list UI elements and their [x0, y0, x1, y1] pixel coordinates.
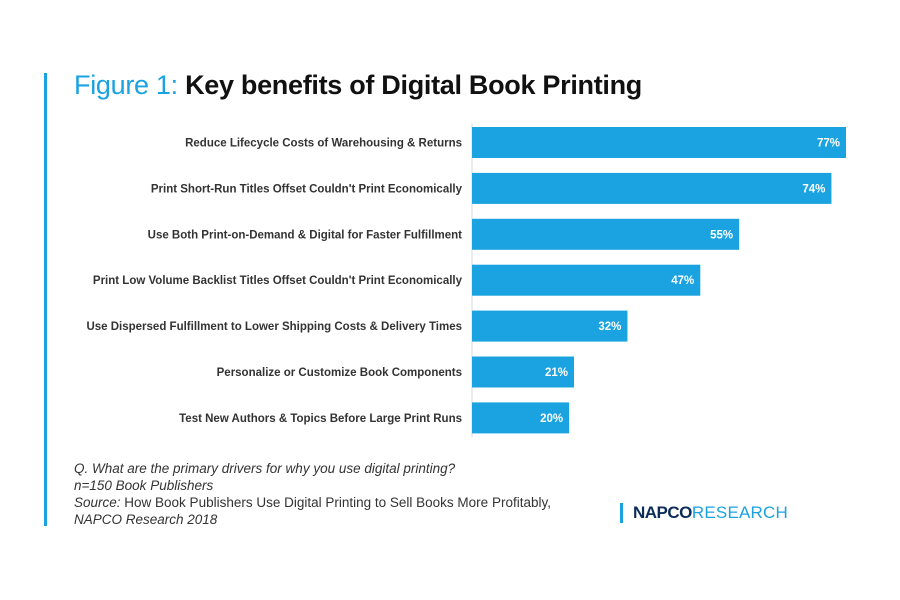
napco-research-logo: NAPCO RESEARCH	[620, 502, 788, 524]
data-label: 74%	[802, 183, 825, 195]
data-label: 77%	[817, 138, 840, 150]
source-line: Source: How Book Publishers Use Digital …	[74, 494, 551, 511]
logo-bar	[620, 503, 623, 523]
sample-size: n=150 Book Publishers	[74, 478, 214, 493]
bar	[472, 356, 574, 388]
title-text: Key benefits of Digital Book Printing	[185, 70, 642, 100]
category-label: Use Both Print-on-Demand & Digital for F…	[148, 229, 463, 241]
category-label: Use Dispersed Fulfillment to Lower Shipp…	[86, 321, 462, 333]
data-label: 47%	[671, 275, 694, 287]
data-label: 21%	[545, 367, 568, 379]
category-label: Test New Authors & Topics Before Large P…	[179, 413, 462, 425]
bar	[472, 402, 570, 434]
chart-title: Figure 1: Key benefits of Digital Book P…	[74, 70, 642, 101]
figure-number: Figure 1:	[74, 70, 178, 100]
bar	[472, 127, 846, 158]
bar	[472, 310, 628, 342]
survey-question: Q. What are the primary drivers for why …	[74, 461, 456, 476]
data-label: 20%	[540, 413, 563, 425]
bar	[472, 264, 701, 296]
source-org: NAPCO Research 2018	[74, 512, 218, 527]
logo-napco: NAPCO	[633, 503, 692, 522]
logo-research: RESEARCH	[691, 503, 788, 522]
category-label: Reduce Lifecycle Costs of Warehousing & …	[185, 138, 462, 150]
bar	[472, 218, 740, 250]
bar	[472, 172, 832, 204]
category-label: Print Low Volume Backlist Titles Offset …	[93, 275, 463, 287]
accent-rule	[44, 73, 47, 526]
data-label: 55%	[710, 229, 733, 241]
source-title: How Book Publishers Use Digital Printing…	[120, 495, 551, 510]
chart-footer: Q. What are the primary drivers for why …	[74, 460, 551, 528]
source-label: Source:	[74, 495, 121, 510]
category-label: Personalize or Customize Book Components	[217, 367, 462, 379]
category-label: Print Short-Run Titles Offset Couldn't P…	[151, 183, 463, 195]
data-label: 32%	[598, 321, 621, 333]
